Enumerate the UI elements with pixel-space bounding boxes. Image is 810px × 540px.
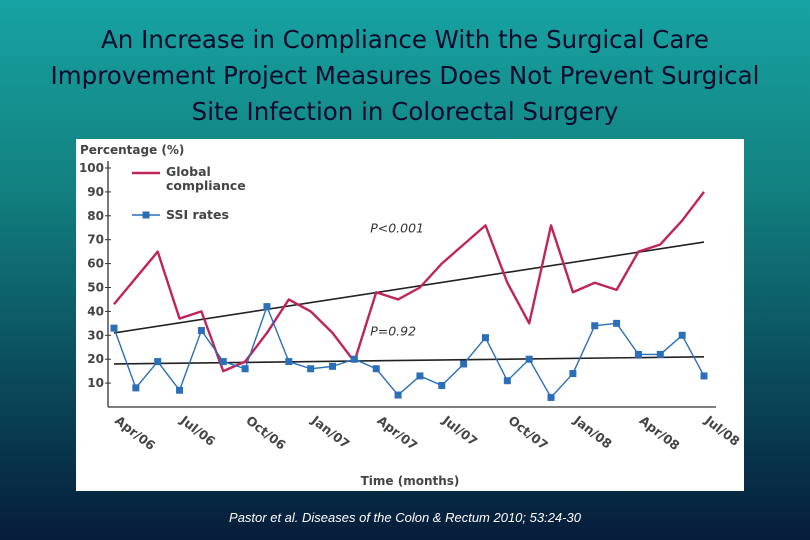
ssi-point-14 <box>416 372 424 380</box>
ssi-point-11 <box>350 355 358 363</box>
ssi-point-26 <box>678 331 686 339</box>
ssi-point-9 <box>307 365 315 373</box>
p-value-label-2: P=0.92 <box>370 323 416 338</box>
ssi-point-27 <box>700 372 708 380</box>
x-tick-label-Jul-06: Jul/06 <box>177 412 219 449</box>
title-line-1: An Increase in Compliance With the Surgi… <box>101 25 709 54</box>
y-tick-label-30: 30 <box>87 328 104 342</box>
legend-swatch-ssi-marker <box>142 211 150 219</box>
legend-label-compliance-1: compliance <box>166 178 246 193</box>
ssi-point-23 <box>613 319 621 327</box>
ssi-point-25 <box>656 350 664 358</box>
x-tick-label-Jul-08: Jul/08 <box>701 412 742 449</box>
x-tick-label-Oct-07: Oct/07 <box>505 413 550 453</box>
compliance-ssi-chart: Percentage (%) 10 20 30 40 50 60 70 80 90 100 Apr/0… <box>79 143 743 488</box>
ssi-point-20 <box>547 393 555 401</box>
citation: Pastor et al. Diseases of the Colon & Re… <box>229 510 581 525</box>
y-tick-label-60: 60 <box>87 257 104 271</box>
trend-line-2 <box>113 356 705 365</box>
y-tick-label-100: 100 <box>79 161 104 175</box>
ssi-point-22 <box>591 322 599 330</box>
x-tick-label-Apr-07: Apr/07 <box>374 413 420 454</box>
y-tick-label-70: 70 <box>87 233 104 247</box>
ssi-point-12 <box>372 365 380 373</box>
trend-line-1 <box>113 241 705 334</box>
x-tick-label-Jul-07: Jul/07 <box>439 412 480 449</box>
x-tick-label-Apr-06: Apr/06 <box>112 413 158 454</box>
ssi-point-5 <box>219 358 227 366</box>
title-line-3: Site Infection in Colorectal Surgery <box>191 97 619 126</box>
y-tick-label-50: 50 <box>87 281 104 295</box>
ssi-point-18 <box>503 377 511 385</box>
ssi-point-17 <box>481 334 489 342</box>
ssi-point-1 <box>132 384 140 392</box>
y-tick-label-10: 10 <box>87 376 104 390</box>
ssi-point-13 <box>394 391 402 399</box>
p-value-label-1: P<0.001 <box>370 221 424 236</box>
ssi-point-8 <box>285 358 293 366</box>
y-tick-label-40: 40 <box>87 304 104 318</box>
x-tick-label-Oct-06: Oct/06 <box>243 413 289 453</box>
x-axis-title: Time (months) <box>361 474 460 488</box>
x-tick-label-Apr-08: Apr/08 <box>637 413 683 454</box>
slide-title: An Increase in Compliance With the Surgi… <box>0 22 810 130</box>
ssi-point-2 <box>154 358 162 366</box>
x-tick-label-Jan-08: Jan/08 <box>570 412 615 451</box>
y-axis-title: Percentage (%) <box>80 143 184 157</box>
y-tick-label-90: 90 <box>87 185 104 199</box>
ssi-point-24 <box>634 350 642 358</box>
legend-label-ssi: SSI rates <box>166 207 229 222</box>
y-tick-label-80: 80 <box>87 209 104 223</box>
ssi-point-6 <box>241 365 249 373</box>
ssi-point-21 <box>569 370 577 378</box>
y-tick-label-20: 20 <box>87 352 104 366</box>
ssi-point-15 <box>438 381 446 389</box>
series-line-compliance <box>113 191 705 373</box>
legend-label-compliance-0: Global <box>166 164 211 179</box>
ssi-point-4 <box>197 327 205 335</box>
ssi-point-0 <box>110 324 118 332</box>
chart-panel: Percentage (%) 10 20 30 40 50 60 70 80 90 100 Apr/0… <box>76 139 744 491</box>
ssi-point-3 <box>176 386 184 394</box>
ssi-point-16 <box>460 360 468 368</box>
x-tick-label-Jan-07: Jan/07 <box>308 412 353 451</box>
series-line-ssi <box>113 305 705 399</box>
ssi-point-7 <box>263 303 271 311</box>
ssi-point-10 <box>329 362 337 370</box>
title-line-2: Improvement Project Measures Does Not Pr… <box>50 61 760 90</box>
ssi-point-19 <box>525 355 533 363</box>
